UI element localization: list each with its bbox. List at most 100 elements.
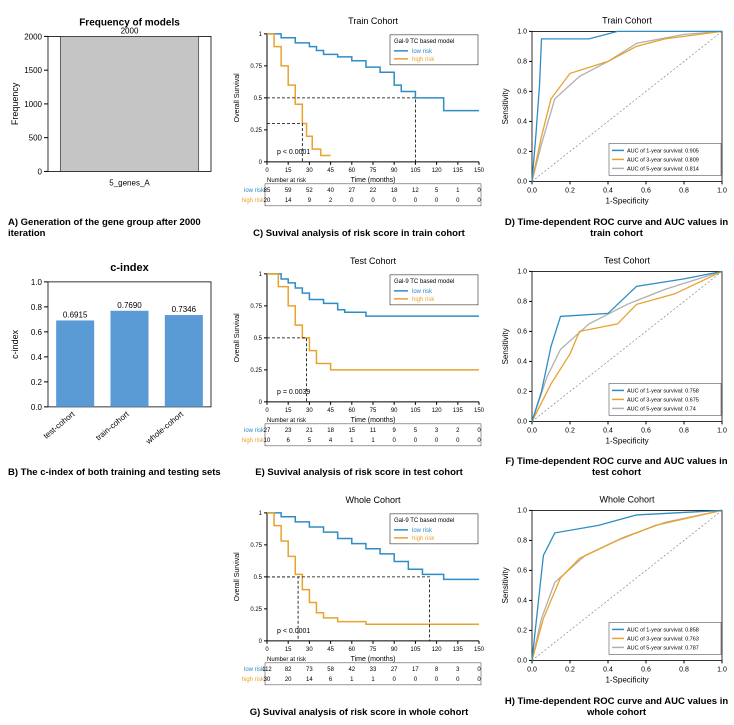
svg-text:8: 8: [435, 667, 439, 673]
svg-text:0.6: 0.6: [517, 328, 527, 335]
svg-text:0.75: 0.75: [250, 543, 262, 549]
svg-text:AUC of 5-year survival: 0.74: AUC of 5-year survival: 0.74: [627, 406, 696, 412]
panel-g-caption: G) Suvival analysis of risk score in who…: [229, 708, 489, 719]
svg-text:0.0: 0.0: [527, 667, 537, 674]
svg-text:0.0: 0.0: [517, 658, 527, 665]
svg-text:AUC of 1-year survival: 0.858: AUC of 1-year survival: 0.858: [627, 628, 699, 634]
svg-text:p < 0.0001: p < 0.0001: [277, 628, 310, 635]
svg-text:1: 1: [371, 438, 375, 444]
svg-text:5_genes_A: 5_genes_A: [109, 178, 150, 187]
svg-text:0: 0: [265, 647, 269, 653]
svg-text:6: 6: [287, 438, 291, 444]
svg-text:11: 11: [370, 428, 377, 434]
svg-text:0: 0: [393, 677, 397, 683]
svg-text:AUC of 5-year survival: 0.814: AUC of 5-year survival: 0.814: [627, 166, 699, 172]
svg-text:0: 0: [477, 677, 481, 683]
svg-text:0: 0: [477, 188, 481, 194]
svg-text:85: 85: [264, 188, 271, 194]
svg-text:1: 1: [259, 511, 263, 517]
svg-text:59: 59: [285, 188, 292, 194]
svg-text:c-index: c-index: [110, 262, 149, 274]
svg-text:135: 135: [453, 647, 464, 653]
svg-text:112: 112: [262, 667, 272, 673]
svg-text:1.0: 1.0: [517, 508, 527, 515]
svg-text:10: 10: [264, 438, 271, 444]
svg-text:0.75: 0.75: [250, 64, 262, 70]
svg-text:135: 135: [453, 168, 464, 174]
svg-text:0.25: 0.25: [250, 607, 262, 613]
svg-text:0.5: 0.5: [254, 575, 263, 581]
svg-text:105: 105: [410, 408, 421, 414]
svg-text:low risk: low risk: [412, 49, 433, 55]
svg-text:0.6: 0.6: [641, 427, 651, 434]
svg-text:Sensitivity: Sensitivity: [501, 88, 510, 124]
panel-b-svg: 0.00.20.40.60.81.00.6915test-cohort0.769…: [6, 246, 221, 468]
svg-text:Sensitivity: Sensitivity: [501, 328, 510, 364]
panel-d: Train Cohort0.00.00.20.20.40.40.60.60.80…: [497, 6, 734, 240]
svg-text:150: 150: [474, 168, 485, 174]
svg-text:high risk: high risk: [412, 297, 435, 303]
panel-h-svg: Whole Cohort0.00.00.20.20.40.40.60.60.80…: [497, 485, 734, 696]
svg-text:120: 120: [432, 647, 443, 653]
panel-e-svg: Test Cohort015304560759010512013515000.2…: [229, 246, 489, 468]
svg-text:500: 500: [29, 134, 43, 143]
svg-text:52: 52: [306, 188, 313, 194]
svg-text:12: 12: [412, 188, 419, 194]
svg-text:Time (months): Time (months): [351, 177, 396, 184]
svg-text:low risk: low risk: [412, 289, 433, 295]
svg-text:Gal-9 TC based model: Gal-9 TC based model: [394, 39, 454, 45]
figure-grid: 05001000150020002000Frequency of models5…: [0, 0, 734, 725]
svg-text:5: 5: [435, 188, 439, 194]
panel-f: Test Cohort0.00.00.20.20.40.40.60.60.80.…: [497, 246, 734, 480]
empty-cell: [6, 485, 221, 719]
svg-text:0.4: 0.4: [517, 598, 527, 605]
svg-text:AUC of 3-year survival: 0.763: AUC of 3-year survival: 0.763: [627, 637, 699, 643]
svg-text:120: 120: [432, 408, 443, 414]
svg-text:AUC of 1-year survival: 0.905: AUC of 1-year survival: 0.905: [627, 148, 699, 154]
svg-text:27: 27: [391, 667, 398, 673]
svg-text:0.4: 0.4: [517, 358, 527, 365]
svg-text:1.0: 1.0: [31, 278, 43, 287]
svg-text:Gal-9 TC based model: Gal-9 TC based model: [394, 518, 454, 524]
svg-text:0: 0: [265, 168, 269, 174]
svg-text:low risk: low risk: [244, 188, 265, 194]
svg-text:0: 0: [477, 198, 481, 204]
svg-text:0: 0: [38, 167, 43, 176]
svg-text:0: 0: [435, 438, 439, 444]
svg-text:0.8: 0.8: [679, 667, 689, 674]
svg-text:14: 14: [285, 198, 292, 204]
svg-text:0.4: 0.4: [31, 353, 43, 362]
svg-text:0: 0: [259, 639, 263, 645]
svg-text:0.8: 0.8: [517, 538, 527, 545]
svg-text:0.75: 0.75: [250, 304, 262, 310]
svg-text:Train Cohort: Train Cohort: [348, 16, 398, 26]
svg-text:0.0: 0.0: [527, 187, 537, 194]
svg-text:60: 60: [348, 168, 355, 174]
svg-text:150: 150: [474, 647, 485, 653]
svg-text:30: 30: [306, 168, 313, 174]
svg-text:30: 30: [306, 408, 313, 414]
svg-text:p < 0.0001: p < 0.0001: [277, 149, 310, 156]
svg-text:30: 30: [306, 647, 313, 653]
svg-text:75: 75: [370, 168, 377, 174]
svg-text:1: 1: [371, 677, 375, 683]
svg-text:1.0: 1.0: [717, 427, 727, 434]
svg-text:low risk: low risk: [244, 428, 265, 434]
svg-text:27: 27: [264, 428, 271, 434]
panel-a-svg: 05001000150020002000Frequency of models5…: [6, 6, 221, 217]
svg-text:whole-cohort: whole-cohort: [143, 409, 185, 446]
svg-text:18: 18: [391, 188, 398, 194]
svg-text:0.6: 0.6: [641, 667, 651, 674]
svg-text:20: 20: [285, 677, 292, 683]
svg-text:1.0: 1.0: [717, 667, 727, 674]
svg-text:135: 135: [453, 408, 464, 414]
svg-text:Number at risk: Number at risk: [267, 178, 307, 184]
panel-b-caption: B) The c-index of both training and test…: [6, 468, 221, 479]
svg-text:15: 15: [285, 168, 292, 174]
svg-text:9: 9: [393, 428, 397, 434]
svg-text:0.25: 0.25: [250, 128, 262, 134]
svg-text:Time (months): Time (months): [351, 417, 396, 424]
svg-text:21: 21: [306, 428, 313, 434]
svg-text:0: 0: [435, 198, 439, 204]
svg-text:0.4: 0.4: [517, 118, 527, 125]
